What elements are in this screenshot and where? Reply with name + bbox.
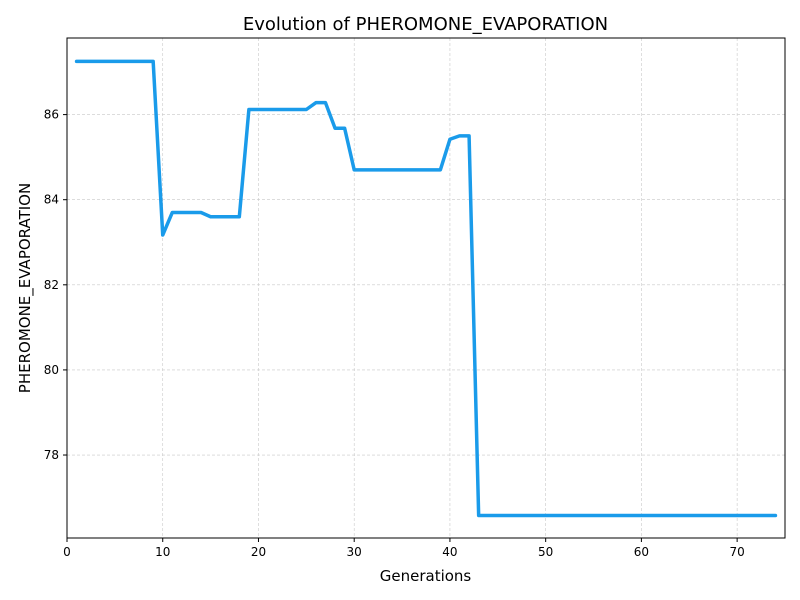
x-tick-label: 0 bbox=[63, 545, 71, 559]
plot-area-frame bbox=[66, 37, 786, 539]
series-group bbox=[74, 59, 778, 518]
x-axis-title: Generations bbox=[380, 567, 472, 585]
grid bbox=[66, 38, 785, 538]
y-tick-label: 84 bbox=[44, 193, 59, 207]
y-tick-label: 86 bbox=[44, 108, 59, 122]
x-axis: 0 10 20 30 40 50 60 70 bbox=[63, 538, 745, 559]
y-tick-label: 82 bbox=[44, 278, 59, 292]
y-tick-label: 78 bbox=[44, 448, 59, 462]
x-tick-label: 50 bbox=[538, 545, 553, 559]
x-tick-label: 10 bbox=[155, 545, 170, 559]
x-tick-label: 60 bbox=[634, 545, 649, 559]
y-axis-title: PHEROMONE_EVAPORATION bbox=[16, 183, 35, 393]
x-tick-label: 40 bbox=[442, 545, 457, 559]
x-tick-label: 30 bbox=[347, 545, 362, 559]
x-tick-label: 20 bbox=[251, 545, 266, 559]
series-line bbox=[74, 59, 778, 518]
y-tick-label: 80 bbox=[44, 363, 59, 377]
x-tick-label: 70 bbox=[729, 545, 744, 559]
chart-title: Evolution of PHEROMONE_EVAPORATION bbox=[243, 14, 608, 35]
y-axis: 78 80 82 84 86 bbox=[44, 108, 67, 462]
